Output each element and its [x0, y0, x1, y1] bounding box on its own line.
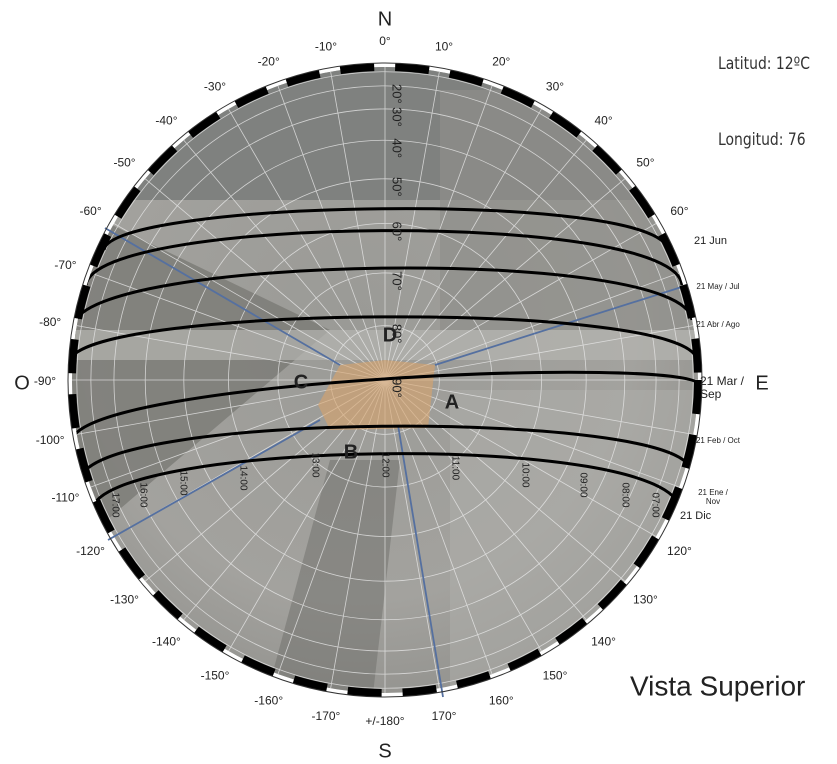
- azimuth-line: [183, 139, 386, 381]
- azimuth-label: 10°: [435, 39, 453, 53]
- latitude: Latitud: 12ºC: [718, 54, 810, 74]
- azimuth-line: [384, 85, 493, 381]
- azimuth-label: 130°: [633, 593, 658, 607]
- azimuth-label: -130°: [110, 593, 139, 607]
- azimuth-label: -70°: [54, 258, 76, 272]
- azimuth-label: -110°: [52, 490, 80, 504]
- azimuth-label: 30°: [546, 80, 564, 94]
- azimuth-label: -40°: [155, 114, 177, 128]
- hour-label: 17:00: [109, 492, 120, 517]
- zone-label: A: [445, 391, 459, 413]
- hour-label: 16:00: [137, 482, 148, 507]
- azimuth-label: 40°: [594, 114, 612, 128]
- altitude-label: 80°: [390, 324, 405, 344]
- azimuth-label: 120°: [667, 544, 692, 558]
- azimuth-label: 160°: [489, 694, 514, 708]
- azimuth-line: [384, 379, 680, 488]
- outer-rim: [67, 62, 703, 698]
- azimuth-label: -170°: [312, 709, 341, 723]
- azimuth-line: [384, 379, 440, 689]
- hour-label: 13:00: [309, 452, 320, 477]
- azimuth-label: -150°: [201, 669, 230, 683]
- hour-label: 11:00: [449, 456, 460, 481]
- date-label: 21 Abr / Ago: [696, 320, 740, 329]
- azimuth-label: 170°: [432, 709, 457, 723]
- hour-label: 14:00: [237, 465, 248, 490]
- azimuth-label: -140°: [152, 635, 181, 649]
- zone-label: D: [383, 324, 397, 346]
- altitude-label: 40°: [390, 138, 405, 158]
- azimuth-label: -100°: [36, 433, 65, 447]
- azimuth-line: [384, 379, 694, 435]
- azimuth-label: -30°: [204, 80, 226, 94]
- azimuth-label: 140°: [591, 635, 616, 649]
- west-label: O: [14, 372, 30, 394]
- azimuth-label: -10°: [315, 39, 337, 53]
- azimuth-line: [384, 139, 587, 381]
- azimuth-label: 0°: [379, 34, 391, 48]
- date-label: 21 Dic: [680, 510, 712, 522]
- azimuth-label: 60°: [670, 204, 688, 218]
- altitude-label: 50°: [390, 177, 405, 197]
- azimuth-label: 150°: [543, 669, 568, 683]
- azimuth-ring: [68, 63, 702, 697]
- hour-label: 07:00: [649, 492, 660, 517]
- hour-label: 10:00: [519, 462, 530, 487]
- azimuth-line: [228, 108, 386, 381]
- azimuth-line: [384, 108, 542, 381]
- orientation-lines: [104, 227, 689, 698]
- azimuth-line: [144, 178, 386, 381]
- azimuth-line: [330, 379, 386, 689]
- sun-paths: [72, 207, 698, 511]
- altitude-label: 70°: [390, 271, 405, 291]
- hour-label: 15:00: [177, 470, 188, 495]
- azimuth-label: -80°: [39, 315, 61, 329]
- azimuth-label: -90°: [34, 374, 56, 388]
- altitude-label: 20°: [390, 84, 405, 104]
- east-label: E: [755, 372, 768, 394]
- azimuth-label: 20°: [492, 55, 510, 69]
- azimuth-line: [384, 178, 626, 381]
- date-label: 21 Mar / Sep: [700, 374, 745, 401]
- azimuth-label: +/-180°: [365, 714, 404, 728]
- azimuth-line: [384, 379, 493, 675]
- azimuth-line: [384, 71, 440, 381]
- hour-label: 09:00: [577, 472, 588, 497]
- date-label: 21 Feb / Oct: [695, 436, 741, 445]
- azimuth-label: -50°: [113, 156, 135, 170]
- zone-label: C: [294, 371, 308, 393]
- date-label: 21 Ene / Nov: [698, 488, 728, 506]
- north-label: N: [378, 8, 392, 30]
- altitude-label: 30°: [390, 107, 405, 127]
- south-label: S: [378, 740, 391, 762]
- hour-label: 12:00: [379, 452, 390, 477]
- date-label: 21 May / Jul: [696, 282, 740, 291]
- azimuth-label: -20°: [258, 55, 280, 69]
- azimuth-label: 50°: [636, 156, 654, 170]
- longitude: Longitud: 76: [718, 130, 806, 150]
- altitude-label: 60°: [390, 222, 405, 242]
- azimuth-label: -120°: [76, 544, 105, 558]
- azimuth-line: [384, 223, 657, 381]
- view-title: Vista Superior: [630, 670, 805, 701]
- azimuth-line: [330, 71, 386, 381]
- azimuth-label: -60°: [79, 204, 101, 218]
- azimuth-label: -160°: [254, 694, 283, 708]
- azimuth-line: [384, 272, 680, 381]
- hour-label: 08:00: [619, 482, 630, 507]
- altitude-label: 90°: [390, 378, 405, 398]
- date-label: 21 Jun: [694, 235, 728, 247]
- zone-label: B: [344, 441, 358, 463]
